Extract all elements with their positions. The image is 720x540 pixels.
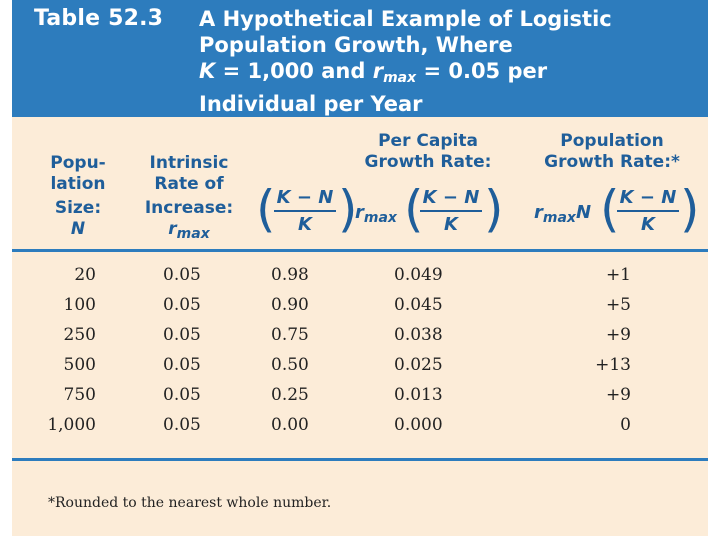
per-capita-left-paren: ( bbox=[404, 180, 424, 238]
table-cell: 0 bbox=[620, 415, 631, 435]
title-line-1: A Hypothetical Example of Logistic bbox=[199, 7, 612, 31]
ratio-left-paren: ( bbox=[256, 180, 276, 238]
table-cell: 0.90 bbox=[271, 295, 309, 315]
table-cell: 0.25 bbox=[271, 385, 309, 405]
table-cell: 0.013 bbox=[394, 385, 443, 405]
table-cell: 500 bbox=[63, 355, 96, 375]
col-pop-size-header: Popu- lation Size: N bbox=[50, 153, 106, 239]
table-cell: +9 bbox=[605, 385, 631, 405]
table-cell: 0.000 bbox=[394, 415, 443, 435]
table-cell: 0.05 bbox=[163, 355, 201, 375]
col-per-capita-header: Per Capita Growth Rate: bbox=[364, 131, 492, 172]
table-header: Table 52.3 A Hypothetical Example of Log… bbox=[12, 0, 708, 117]
table-cell: 1,000 bbox=[47, 415, 96, 435]
per-capita-right-paren: ) bbox=[484, 180, 504, 238]
per-capita-fraction: K − N K bbox=[420, 187, 482, 236]
table-cell: 0.045 bbox=[394, 295, 443, 315]
ratio-right-paren: ) bbox=[338, 180, 358, 238]
table-cell: 0.98 bbox=[271, 265, 309, 285]
table-cell: 250 bbox=[63, 325, 96, 345]
title-line-4: Individual per Year bbox=[199, 92, 423, 116]
col-intrinsic-header: Intrinsic Rate of Increase: rmax bbox=[144, 153, 234, 242]
table-title: A Hypothetical Example of Logistic Popul… bbox=[199, 6, 699, 117]
table-cell: +5 bbox=[605, 295, 631, 315]
table-cell: 0.05 bbox=[163, 415, 201, 435]
table-cell: 0.025 bbox=[394, 355, 443, 375]
population-rmaxn: rmaxN bbox=[534, 202, 592, 226]
population-left-paren: ( bbox=[600, 180, 620, 238]
table-cell: 0.05 bbox=[163, 325, 201, 345]
ratio-fraction: K − N K bbox=[274, 187, 336, 236]
table-cell: 0.05 bbox=[163, 295, 201, 315]
table-cell: 0.038 bbox=[394, 325, 443, 345]
title-line-2: Population Growth, Where bbox=[199, 33, 513, 57]
table-cell: +9 bbox=[605, 325, 631, 345]
table-number: Table 52.3 bbox=[34, 6, 164, 31]
per-capita-rmax: rmax bbox=[355, 202, 397, 226]
col-population-header: Population Growth Rate:* bbox=[544, 131, 680, 172]
table-cell: +13 bbox=[595, 355, 631, 375]
table-cell: 0.50 bbox=[271, 355, 309, 375]
title-line-3: K = 1,000 and rmax = 0.05 per bbox=[199, 59, 548, 86]
table-cell: 100 bbox=[63, 295, 96, 315]
footnote: *Rounded to the nearest whole number. bbox=[48, 495, 332, 511]
population-right-paren: ) bbox=[680, 180, 700, 238]
header-rule bbox=[12, 249, 708, 252]
table-cell: 0.00 bbox=[271, 415, 309, 435]
table-cell: 0.049 bbox=[394, 265, 443, 285]
table-cell: 0.05 bbox=[163, 385, 201, 405]
footer-rule bbox=[12, 458, 708, 461]
table-cell: +1 bbox=[605, 265, 631, 285]
table-cell: 750 bbox=[63, 385, 96, 405]
table-cell: 0.05 bbox=[163, 265, 201, 285]
population-fraction: K − N K bbox=[617, 187, 679, 236]
table-cell: 0.75 bbox=[271, 325, 309, 345]
table-card: Table 52.3 A Hypothetical Example of Log… bbox=[12, 0, 708, 536]
table-cell: 20 bbox=[74, 265, 96, 285]
